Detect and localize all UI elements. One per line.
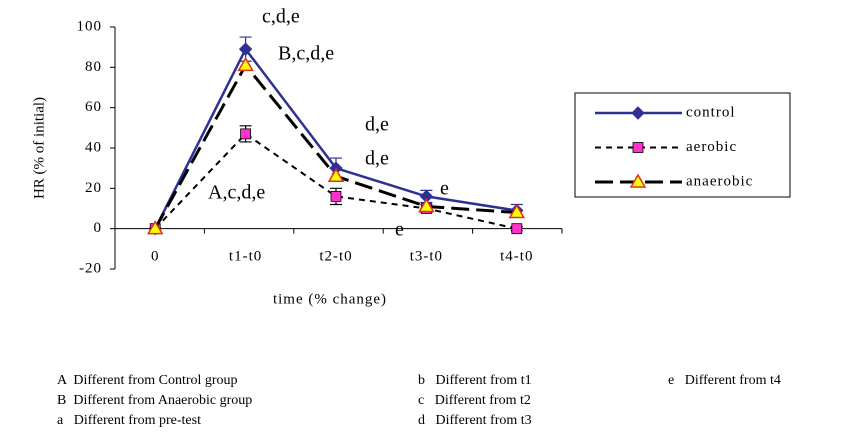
annotation: B,c,d,e bbox=[278, 43, 334, 65]
legend-label: aerobic bbox=[686, 139, 737, 155]
data-point bbox=[418, 197, 435, 213]
x-tick-label: t1-t0 bbox=[229, 248, 262, 264]
footnote: b Different from t1 bbox=[418, 373, 532, 388]
y-axis-label: HR (% of initial) bbox=[31, 97, 47, 199]
legend-label: control bbox=[686, 104, 736, 120]
footnote: a Different from pre-test bbox=[57, 413, 201, 428]
footnote: e Different from t4 bbox=[668, 373, 781, 388]
footnote: c Different from t2 bbox=[418, 393, 531, 408]
legend-marker bbox=[632, 142, 644, 153]
data-point bbox=[240, 128, 252, 140]
data-point bbox=[146, 220, 164, 235]
data-point bbox=[237, 56, 254, 72]
x-tick-label: t4-t0 bbox=[500, 248, 533, 264]
data-point bbox=[238, 42, 253, 56]
footnote: d Different from t3 bbox=[418, 413, 532, 428]
data-point bbox=[508, 204, 526, 219]
data-point bbox=[327, 167, 345, 182]
x-tick-label: t2-t0 bbox=[319, 248, 352, 264]
annotation: A,c,d,e bbox=[208, 182, 265, 204]
legend-marker bbox=[629, 173, 647, 188]
x-tick-label: t3-t0 bbox=[410, 248, 443, 264]
y-tick-label: 40 bbox=[85, 139, 102, 155]
x-tick-label: 0 bbox=[151, 248, 160, 264]
legend-marker bbox=[631, 106, 645, 120]
y-tick-label: 60 bbox=[85, 99, 102, 115]
annotation: e bbox=[395, 219, 404, 241]
data-point bbox=[330, 190, 342, 202]
y-tick-label: -20 bbox=[79, 260, 102, 276]
annotation: e bbox=[440, 178, 449, 200]
x-axis-label: time (% change) bbox=[273, 291, 387, 307]
data-point bbox=[511, 223, 523, 235]
annotation: c,d,e bbox=[262, 6, 300, 28]
y-tick-label: 80 bbox=[85, 59, 102, 75]
annotation: d,e bbox=[365, 114, 389, 136]
footnote: A Different from Control group bbox=[57, 373, 238, 388]
y-tick-label: 100 bbox=[77, 18, 103, 34]
footnote: B Different from Anaerobic group bbox=[57, 393, 252, 408]
y-tick-label: 20 bbox=[85, 180, 102, 196]
legend-label: anaerobic bbox=[686, 173, 753, 189]
legend-box bbox=[574, 92, 791, 198]
y-tick-label: 0 bbox=[94, 220, 103, 236]
annotation: d,e bbox=[365, 148, 389, 170]
